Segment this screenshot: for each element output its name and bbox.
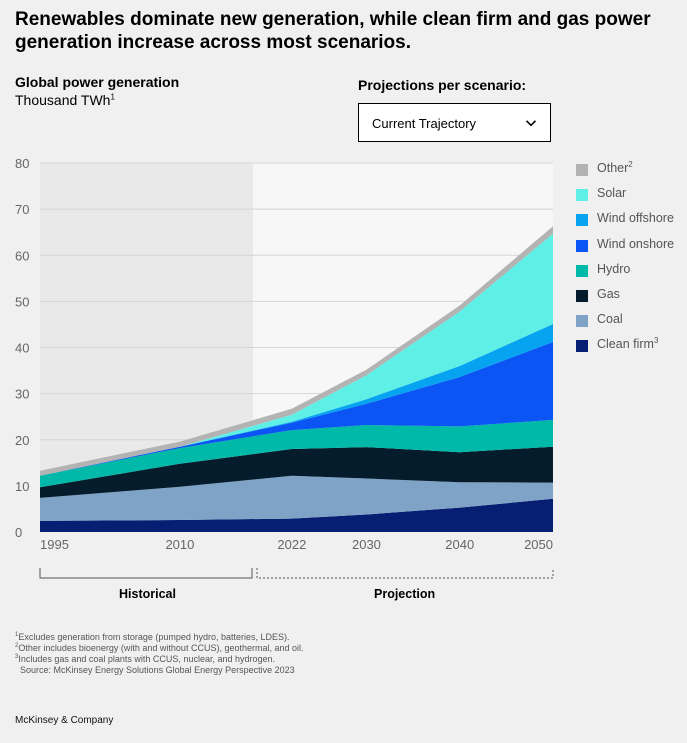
chevron-down-icon [525,120,537,127]
x-tick-label: 2040 [445,537,474,552]
legend-label: Solar [597,186,627,201]
area-series [40,226,553,532]
y-tick-label: 50 [15,294,29,309]
legend-label: Gas [597,286,620,301]
legend-swatch [576,289,588,302]
legend-swatch [576,264,588,277]
legend-swatch [576,189,588,202]
scenario-dropdown[interactable]: Current Trajectory [358,103,551,142]
x-tick-label: 2010 [165,537,194,552]
brand-logo-text: McKinsey & Company [15,715,114,726]
legend-label: Other2 [597,159,633,175]
area-clean-firm [40,498,553,532]
y-tick-label: 30 [15,387,29,402]
historical-bracket [39,568,253,579]
footnotes: 1Excludes generation from storage (pumpe… [15,632,304,676]
x-tick-label: 1995 [40,537,69,552]
y-tick-label: 60 [15,248,29,263]
x-tick-label: 2030 [352,537,381,552]
legend-label: Coal [597,312,623,327]
historical-label: Historical [119,587,176,601]
y-axis-ticks: 0 10 20 30 40 50 60 70 80 [15,156,29,540]
chart-unit: Thousand TWh1 [15,92,115,108]
legend-label: Wind onshore [597,236,675,251]
unit-footnote-mark: 1 [110,92,115,102]
footnote-2: 2Other includes bioenergy (with and with… [15,643,304,653]
legend-label: Wind offshore [597,211,674,226]
projection-label: Projection [374,587,436,601]
legend-swatch [576,315,588,328]
y-tick-label: 70 [15,202,29,217]
legend-swatch [576,340,588,353]
y-tick-label: 20 [15,433,29,448]
area-solar [40,233,553,476]
projection-bracket [256,568,554,579]
area-coal [40,475,553,521]
y-tick-label: 40 [15,341,29,356]
area-gas [40,446,553,498]
x-tick-label: 2050 [524,537,553,552]
legend-label: Hydro [597,261,631,276]
legend-swatch [576,164,588,176]
legend-label: Clean firm3 [597,336,659,352]
footnote-1: 1Excludes generation from storage (pumpe… [15,632,290,642]
y-tick-label: 80 [15,156,29,171]
period-brackets [39,568,554,579]
scenario-selector-label: Projections per scenario: [358,77,527,93]
unit-text: Thousand TWh [15,92,111,108]
scenario-dropdown-value: Current Trajectory [372,116,477,131]
y-tick-label: 10 [15,479,29,494]
chart-subtitle: Global power generation [15,74,180,90]
source-note: Source: McKinsey Energy Solutions Global… [20,665,295,675]
footnote-3: 3Includes gas and coal plants with CCUS,… [15,654,275,664]
area-hydro [40,419,553,488]
y-tick-label: 0 [15,525,22,540]
legend-swatch [576,239,588,252]
area-wind-onshore [40,342,553,476]
headline: Renewables dominate new generation, whil… [15,9,651,53]
x-axis-ticks: 1995 2010 2022 2030 2040 2050 [40,537,553,552]
x-tick-label: 2022 [277,537,306,552]
legend-swatch [576,214,588,227]
